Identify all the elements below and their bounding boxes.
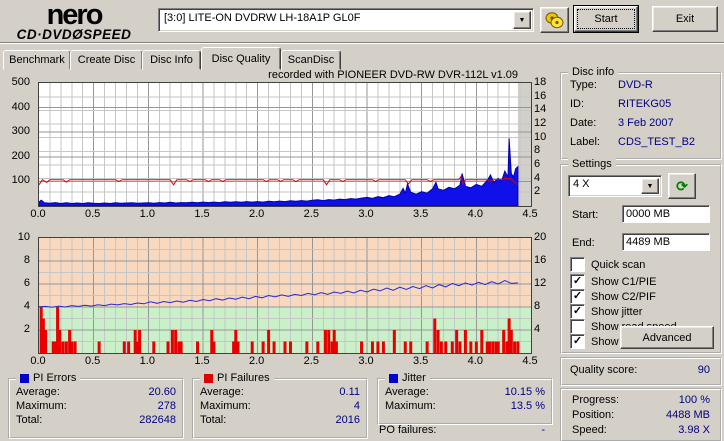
pi-failures-panel: PI Failures Average: 0.11 Maximum: 4 Total… — [192, 372, 368, 439]
disc-info-panel: Disc info Type: DVD-R ID: RITEKG05 Date: 3 … — [560, 66, 722, 160]
discs-icon — [545, 11, 564, 28]
drive-select-value: [3:0] LITE-ON DVDRW LH-18A1P GL0F — [164, 12, 361, 24]
tab-create-disc[interactable]: Create Disc — [70, 50, 143, 70]
disc-label-value: CDS_TEST_B2 — [618, 136, 696, 148]
checkbox-box[interactable] — [570, 257, 585, 272]
chart1-plot-area — [38, 82, 532, 207]
chart2-right-axis: 20 16 12 8 4 — [534, 231, 547, 335]
refresh-button[interactable]: ⟳ — [668, 173, 696, 199]
chart-title: recorded with PIONEER DVD-RW DVR-112L v1… — [268, 69, 518, 81]
start-mb-field[interactable]: 0000 MB — [622, 205, 710, 223]
tab-scandisc[interactable]: ScanDisc — [281, 50, 341, 70]
disc-info-title: Disc info — [572, 66, 615, 78]
quality-score-label: Quality score: — [570, 364, 638, 376]
tab-disc-info[interactable]: Disc Info — [142, 50, 201, 70]
chart2-left-axis: 10 8 6 4 2 — [17, 231, 30, 335]
drive-select[interactable]: [3:0] LITE-ON DVDRW LH-18A1P GL0F ▼ — [158, 8, 534, 32]
end-mb-label: End: — [572, 237, 595, 249]
pi-errors-color-swatch — [20, 373, 29, 383]
pi-failures-legend: PI Failures — [200, 372, 274, 384]
jitter-panel: Jitter Average: 10.15 % Maximum: 13.5 % — [377, 372, 553, 425]
disc-id-value: RITEKG05 — [618, 98, 672, 110]
end-mb-field[interactable]: 4489 MB — [622, 233, 710, 251]
logo-nero-text: nero — [46, 0, 104, 31]
checkbox-show-c1-pie[interactable]: ✓ Show C1/PIE — [570, 274, 656, 289]
pi-errors-panel: PI Errors Average: 20.60 Maximum: 278 Tota… — [8, 372, 184, 439]
disc-glyph-icon: Ø — [72, 27, 84, 42]
chevron-down-icon: ▼ — [646, 182, 654, 190]
chart2-plot-area — [38, 237, 532, 354]
chart1-left-axis: 500 400 300 200 100 — [11, 76, 30, 187]
disc-date-value: 3 Feb 2007 — [618, 117, 674, 129]
po-failures-row: PO failures: - — [379, 424, 545, 436]
drive-dropdown-button[interactable]: ▼ — [513, 11, 531, 29]
position-value: 4488 MB — [665, 409, 710, 421]
start-button[interactable]: Start — [574, 6, 638, 32]
quality-score-panel: Quality score: 90 — [560, 357, 722, 386]
quality-score-value: 90 — [697, 364, 710, 376]
eject-disc-button[interactable] — [540, 7, 569, 33]
chart1-right-axis: 18 16 14 12 10 8 6 4 2 — [534, 76, 547, 198]
chart1-x-axis: 0.0 0.5 1.0 1.5 2.0 2.5 3.0 3.5 4.0 4.5 — [30, 208, 538, 220]
tab-benchmark[interactable]: Benchmark — [3, 50, 71, 70]
checkbox-box[interactable]: ✓ — [570, 289, 585, 304]
pi-errors-legend: PI Errors — [16, 372, 81, 384]
chart2-x-axis: 0.0 0.5 1.0 1.5 2.0 2.5 3.0 3.5 4.0 4.5 — [30, 355, 538, 367]
start-mb-label: Start: — [572, 209, 599, 221]
settings-panel: Settings 4 X ▼ ⟳ Start: 0000 MB End: 448… — [560, 158, 722, 354]
toolbar-divider — [0, 42, 724, 44]
tab-disc-quality[interactable]: Disc Quality — [201, 47, 281, 70]
checkbox-box[interactable]: ✓ — [570, 274, 585, 289]
progress-value: 100 % — [678, 394, 710, 406]
checkbox-box[interactable]: ✓ — [570, 334, 585, 349]
chevron-down-icon: ▼ — [518, 16, 526, 24]
checkbox-show-c2-pif[interactable]: ✓ Show C2/PIF — [570, 289, 656, 304]
jitter-legend: Jitter — [385, 372, 430, 384]
pi-failures-color-swatch — [204, 373, 213, 383]
progress-panel: Progress: 100 % Position: 4488 MB Speed: 3.… — [560, 388, 722, 441]
refresh-icon: ⟳ — [676, 177, 688, 194]
jitter-color-swatch — [389, 373, 398, 383]
speed-select[interactable]: 4 X ▼ — [568, 175, 662, 197]
logo-cdspeed-text: CD·DVDØSPEED — [16, 27, 132, 42]
checkbox-show-jitter[interactable]: ✓ Show jitter — [570, 304, 642, 319]
nero-logo: nero CD·DVDØSPEED — [4, 1, 144, 42]
advanced-button[interactable]: Advanced — [620, 326, 714, 349]
checkbox-quick-scan[interactable]: Quick scan — [570, 257, 645, 272]
checkbox-box[interactable] — [570, 319, 585, 334]
disc-type-value: DVD-R — [618, 79, 653, 91]
speed-dropdown-button[interactable]: ▼ — [641, 178, 659, 194]
exit-button[interactable]: Exit — [652, 6, 718, 32]
settings-title: Settings — [572, 158, 612, 170]
checkbox-box[interactable]: ✓ — [570, 304, 585, 319]
speed-value: 3.98 X — [678, 424, 710, 436]
